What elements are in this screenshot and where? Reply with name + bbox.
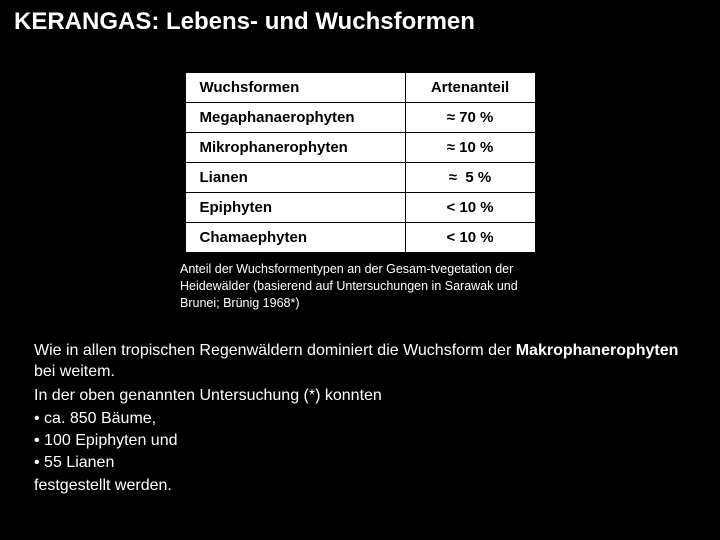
cell-share: < 10 % (405, 193, 535, 223)
cell-share: ≈ 10 % (405, 133, 535, 163)
cell-name: Mikrophanerophyten (185, 133, 405, 163)
table-row: Lianen ≈ 5 % (185, 163, 535, 193)
body-text: Wie in allen tropischen Regenwäldern dom… (0, 318, 720, 497)
body-bullets: ca. 850 Bäume, 100 Epiphyten und 55 Lian… (34, 408, 686, 473)
cell-name: Megaphanaerophyten (185, 103, 405, 133)
table-row: Mikrophanerophyten ≈ 10 % (185, 133, 535, 163)
table-row: Chamaephyten < 10 % (185, 223, 535, 253)
list-item: ca. 850 Bäume, (34, 408, 686, 430)
body-p1-b: Makrophanerophyten (516, 342, 679, 359)
cell-name: Lianen (185, 163, 405, 193)
table-row: Megaphanaerophyten ≈ 70 % (185, 103, 535, 133)
page-title: KERANGAS: Lebens- und Wuchsformen (0, 0, 720, 44)
body-p1: Wie in allen tropischen Regenwäldern dom… (34, 340, 686, 383)
cell-name: Epiphyten (185, 193, 405, 223)
body-p3: festgestellt werden. (34, 475, 686, 497)
growth-forms-table: Wuchsformen Artenanteil Megaphanaerophyt… (185, 72, 536, 253)
body-p2: In der oben genannten Untersuchung (*) k… (34, 385, 686, 407)
col-header-artenanteil: Artenanteil (405, 73, 535, 103)
slide: { "title": "KERANGAS: Lebens- und Wuchsf… (0, 0, 720, 540)
cell-share: < 10 % (405, 223, 535, 253)
list-item: 100 Epiphyten und (34, 430, 686, 452)
list-item: 55 Lianen (34, 452, 686, 474)
table-row: Epiphyten < 10 % (185, 193, 535, 223)
cell-share: ≈ 5 % (405, 163, 535, 193)
table-header-row: Wuchsformen Artenanteil (185, 73, 535, 103)
col-header-wuchsformen: Wuchsformen (185, 73, 405, 103)
growth-forms-table-wrap: Wuchsformen Artenanteil Megaphanaerophyt… (0, 72, 720, 312)
body-p1-c: bei weitem. (34, 363, 115, 380)
table-caption: Anteil der Wuchsformentypen an der Gesam… (180, 261, 540, 312)
cell-name: Chamaephyten (185, 223, 405, 253)
body-p1-a: Wie in allen tropischen Regenwäldern dom… (34, 342, 516, 359)
cell-share: ≈ 70 % (405, 103, 535, 133)
